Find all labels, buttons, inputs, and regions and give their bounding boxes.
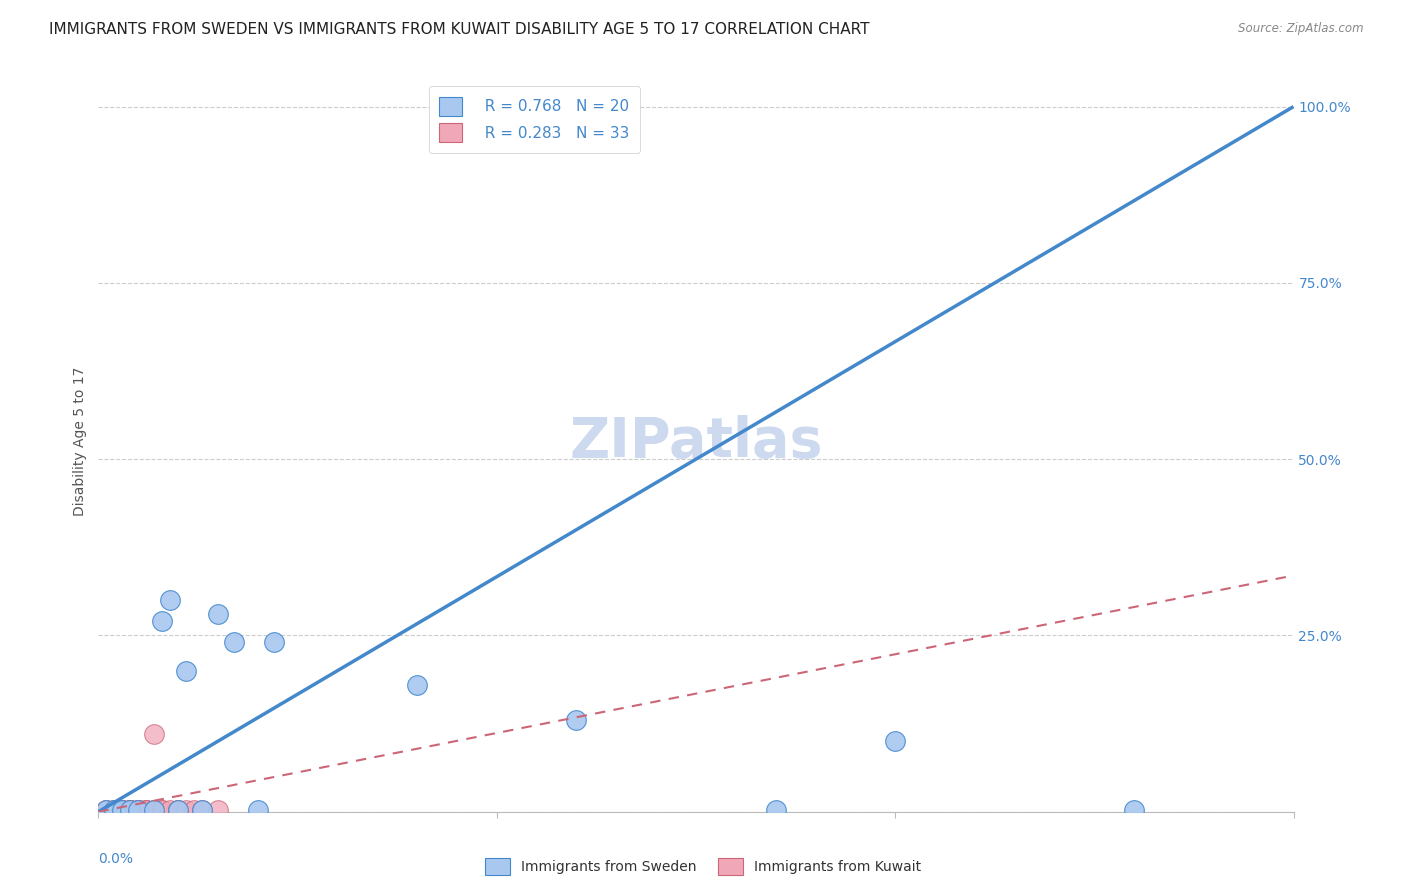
Point bbox=[127, 803, 149, 817]
Point bbox=[406, 678, 429, 692]
Point bbox=[143, 727, 166, 741]
Point bbox=[96, 803, 118, 817]
Point bbox=[127, 803, 149, 817]
Point bbox=[191, 803, 214, 817]
Point bbox=[884, 734, 907, 748]
Point bbox=[191, 803, 214, 817]
Point bbox=[135, 803, 157, 817]
Point bbox=[246, 803, 269, 817]
Point bbox=[127, 803, 149, 817]
Point bbox=[120, 803, 142, 817]
Point bbox=[167, 803, 190, 817]
Point bbox=[167, 803, 190, 817]
Point bbox=[103, 803, 125, 817]
Point bbox=[150, 803, 173, 817]
Point bbox=[111, 803, 134, 817]
Point bbox=[120, 803, 142, 817]
Point bbox=[111, 803, 134, 817]
Point bbox=[135, 803, 157, 817]
Point bbox=[183, 803, 205, 817]
Point bbox=[127, 803, 149, 817]
Text: ZIPatlas: ZIPatlas bbox=[569, 415, 823, 468]
Point bbox=[120, 803, 142, 817]
Point bbox=[207, 803, 229, 817]
Point bbox=[96, 803, 118, 817]
Point bbox=[103, 803, 125, 817]
Point bbox=[765, 803, 787, 817]
Point bbox=[143, 803, 166, 817]
Point bbox=[565, 713, 588, 727]
Point bbox=[111, 803, 134, 817]
Point bbox=[263, 635, 285, 649]
Point bbox=[174, 664, 197, 678]
Text: 0.0%: 0.0% bbox=[98, 853, 134, 866]
Point bbox=[96, 803, 118, 817]
Point bbox=[159, 593, 181, 607]
Y-axis label: Disability Age 5 to 17: Disability Age 5 to 17 bbox=[73, 367, 87, 516]
Point bbox=[150, 615, 173, 629]
Point bbox=[207, 607, 229, 622]
Point bbox=[111, 803, 134, 817]
Point bbox=[127, 803, 149, 817]
Point bbox=[103, 803, 125, 817]
Point bbox=[174, 803, 197, 817]
Legend:   R = 0.768   N = 20,   R = 0.283   N = 33: R = 0.768 N = 20, R = 0.283 N = 33 bbox=[429, 87, 640, 153]
Point bbox=[159, 803, 181, 817]
Text: IMMIGRANTS FROM SWEDEN VS IMMIGRANTS FROM KUWAIT DISABILITY AGE 5 TO 17 CORRELAT: IMMIGRANTS FROM SWEDEN VS IMMIGRANTS FRO… bbox=[49, 22, 870, 37]
Point bbox=[120, 803, 142, 817]
Point bbox=[120, 803, 142, 817]
Point bbox=[143, 803, 166, 817]
Text: Source: ZipAtlas.com: Source: ZipAtlas.com bbox=[1239, 22, 1364, 36]
Point bbox=[135, 803, 157, 817]
Point bbox=[103, 803, 125, 817]
Point bbox=[135, 803, 157, 817]
Point bbox=[143, 803, 166, 817]
Point bbox=[111, 803, 134, 817]
Point bbox=[1123, 803, 1146, 817]
Point bbox=[222, 635, 245, 649]
Point bbox=[150, 803, 173, 817]
Legend: Immigrants from Sweden, Immigrants from Kuwait: Immigrants from Sweden, Immigrants from … bbox=[479, 853, 927, 880]
Point bbox=[167, 803, 190, 817]
